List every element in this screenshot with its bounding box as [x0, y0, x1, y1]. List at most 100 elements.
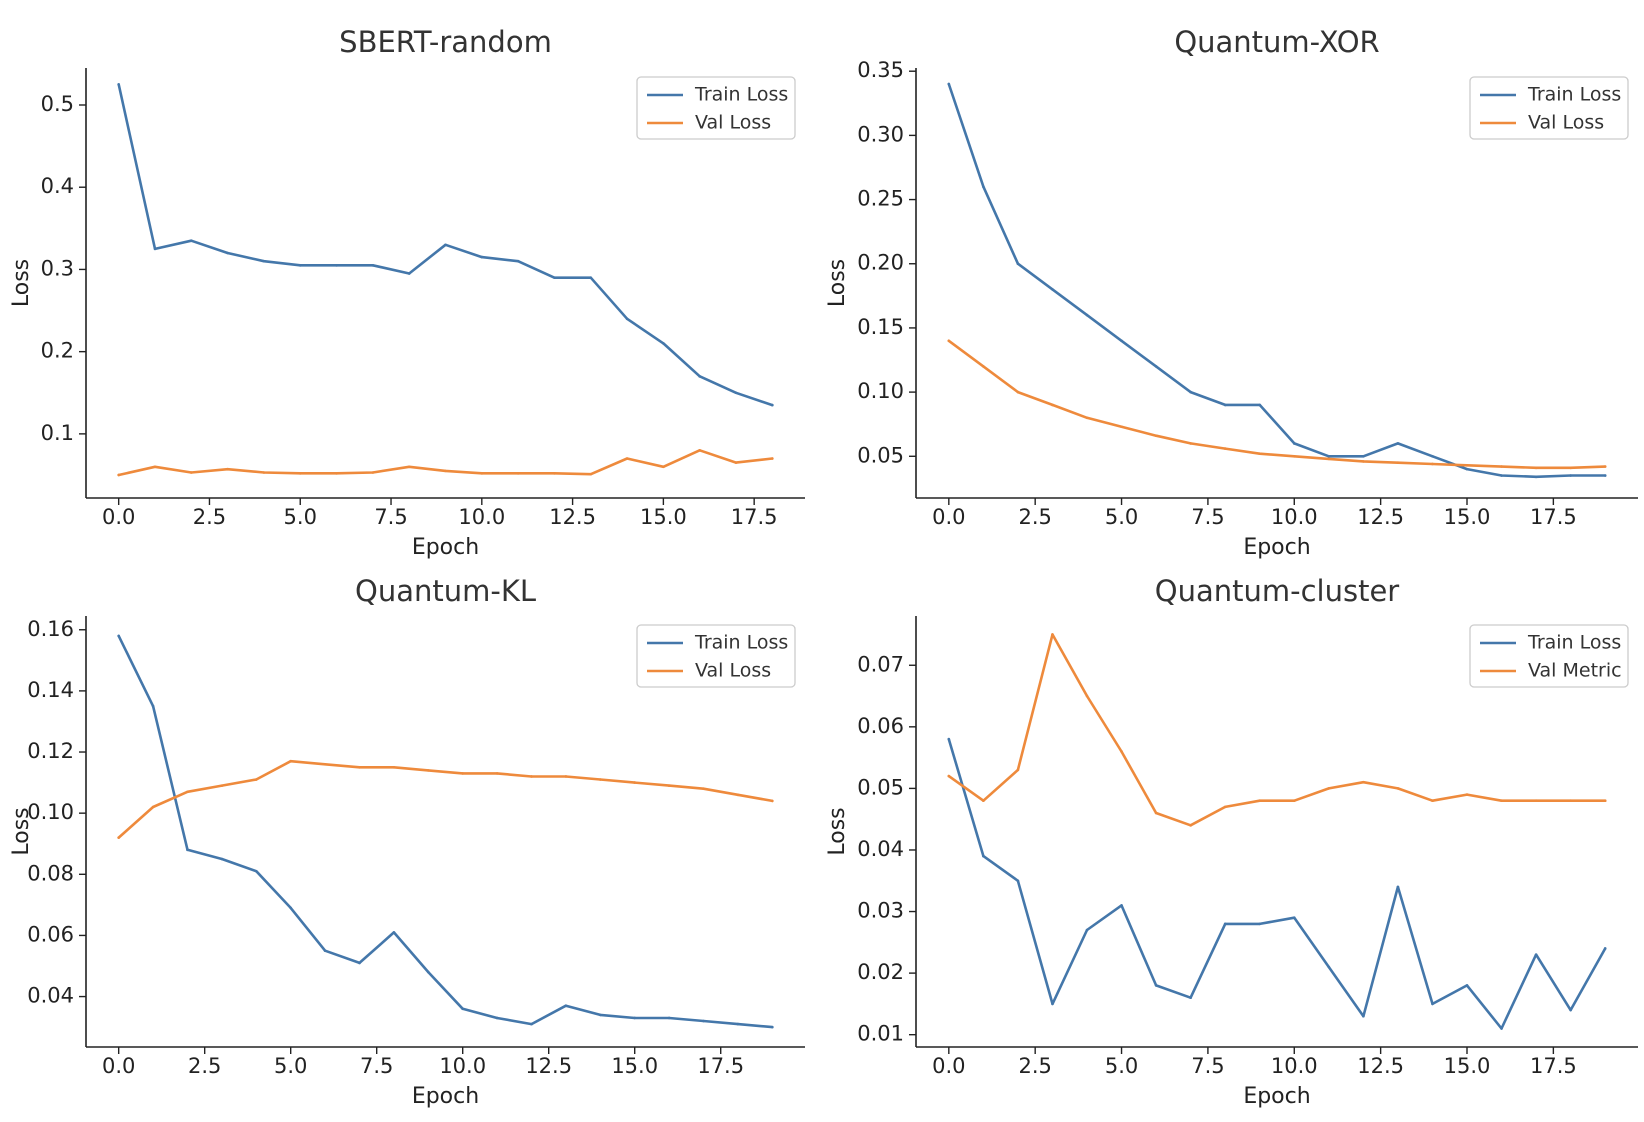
data-point [1189, 824, 1192, 827]
data-point [1465, 463, 1469, 467]
data-point [444, 469, 447, 473]
data-point [262, 259, 266, 263]
series-line-val-loss [947, 339, 1607, 470]
data-point [117, 634, 120, 638]
x-tick-label: 0.0 [932, 505, 965, 529]
legend: Train Loss Val Loss [636, 624, 796, 688]
data-point [1154, 365, 1158, 368]
data-point [335, 264, 338, 267]
data-point [982, 854, 985, 858]
y-tick-label: 0.14 [27, 678, 74, 702]
data-point [480, 255, 484, 259]
data-point [190, 471, 193, 474]
series-line-train-loss [117, 634, 774, 1029]
y-tick-label: 0.06 [27, 922, 74, 946]
x-tick-label: 7.5 [1191, 1054, 1224, 1078]
x-axis-label: Epoch [1243, 535, 1310, 560]
data-point [1500, 1027, 1503, 1030]
data-point [1500, 474, 1503, 477]
x-tick-label: 2.5 [188, 1054, 221, 1078]
x-tick-label: 15.0 [640, 505, 687, 529]
y-tick-label: 0.03 [857, 899, 904, 923]
x-tick-label: 12.5 [1357, 1054, 1404, 1078]
data-point [1292, 454, 1296, 458]
data-point [1569, 799, 1572, 803]
legend-entry: Train Loss [694, 84, 788, 106]
y-tick-label: 0.04 [857, 837, 904, 861]
data-point [947, 339, 951, 343]
data-point [1362, 1014, 1365, 1018]
data-point [151, 805, 155, 809]
x-tick-label: 17.5 [1530, 1054, 1577, 1078]
y-tick-label: 0.35 [857, 58, 904, 82]
data-point [1223, 805, 1227, 809]
data-point [1189, 442, 1192, 445]
y-axis-label: Loss [9, 807, 34, 855]
data-point [1396, 787, 1400, 790]
data-point [392, 766, 396, 769]
x-tick-label: 12.5 [1357, 505, 1404, 529]
data-point [1085, 694, 1089, 698]
y-tick-label: 0.1 [41, 421, 74, 445]
data-point [1396, 461, 1400, 465]
data-point [625, 457, 629, 460]
data-point [1085, 313, 1089, 317]
chart-panel-3: Quantum-KL 0.0 2.5 5.0 7.5 10.0 12.5 15.0 17.5 0.… [9, 574, 805, 1109]
data-point [553, 472, 556, 475]
series-line-train-loss [947, 82, 1607, 479]
data-point [1051, 1002, 1054, 1006]
legend-entry: Val Metric [1528, 660, 1622, 682]
chart-panel-4: Quantum-cluster 0.0 2.5 5.0 7.5 10.0 12.5 15.0 1… [825, 574, 1638, 1109]
data-point [262, 471, 266, 474]
data-point [1258, 403, 1262, 407]
data-point [371, 264, 375, 267]
data-point [1465, 793, 1469, 796]
chart-panel-1: SBERT-random 0.0 2.5 5.0 7.5 10.0 12.5 15.0 17.5… [9, 25, 805, 560]
data-point [1603, 465, 1607, 468]
y-tick-label: 0.06 [857, 714, 904, 738]
data-point [1327, 787, 1331, 790]
data-point [947, 774, 951, 778]
data-point [1465, 467, 1469, 471]
data-point [530, 1022, 533, 1026]
data-point [633, 781, 637, 784]
data-point [461, 772, 465, 775]
data-point [1292, 442, 1296, 445]
legend: Train Loss Val Metric [1469, 624, 1629, 688]
data-point [254, 869, 258, 873]
data-point [495, 772, 499, 775]
y-tick-label: 0.05 [857, 775, 904, 799]
data-point [1189, 390, 1192, 394]
data-point [392, 931, 396, 934]
data-point [530, 775, 533, 778]
x-tick-label: 15.0 [611, 1054, 658, 1078]
data-point [633, 1016, 637, 1020]
data-point [564, 1004, 568, 1008]
data-point [1085, 928, 1089, 932]
data-point [1327, 457, 1331, 461]
data-point [220, 857, 224, 861]
series-line-train-loss [947, 737, 1607, 1030]
data-point [662, 465, 665, 469]
data-point [289, 759, 292, 763]
data-point [736, 1022, 740, 1026]
data-point [947, 82, 951, 86]
data-point [771, 457, 774, 460]
data-point [1016, 768, 1020, 772]
data-point [298, 264, 302, 267]
y-tick-label: 0.3 [41, 256, 74, 280]
data-point [1396, 885, 1400, 889]
data-point [1154, 811, 1158, 815]
data-point [1603, 474, 1607, 477]
chart-title: Quantum-KL [355, 574, 536, 608]
data-point [1120, 339, 1123, 343]
data-point [982, 799, 985, 803]
data-point [1292, 799, 1296, 803]
data-point [186, 790, 189, 794]
data-point [771, 403, 774, 407]
data-point [1362, 454, 1365, 458]
x-tick-label: 15.0 [1444, 1054, 1491, 1078]
data-point [1534, 475, 1538, 479]
data-point [516, 472, 520, 475]
data-point [461, 1007, 465, 1011]
